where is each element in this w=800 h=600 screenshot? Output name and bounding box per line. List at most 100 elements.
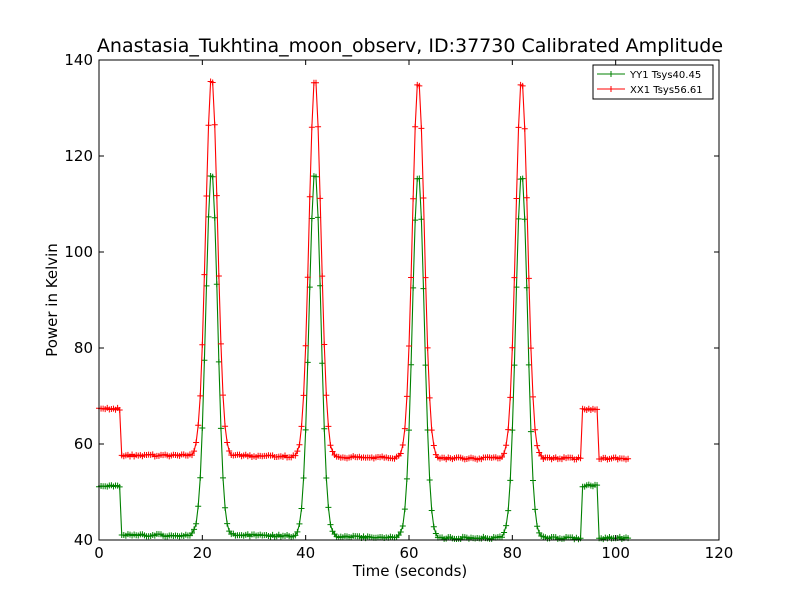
data-point (226, 448, 233, 455)
data-point (224, 439, 231, 446)
data-point (403, 393, 410, 400)
data-point (315, 214, 322, 221)
data-point (505, 507, 512, 514)
data-point (501, 450, 508, 457)
legend-marker (608, 86, 614, 92)
data-point (395, 532, 402, 539)
data-point (397, 450, 404, 457)
y-tick-label: 60 (74, 435, 93, 453)
data-point (532, 506, 539, 513)
data-point (408, 274, 415, 281)
data-point (197, 474, 204, 481)
data-point (211, 214, 218, 221)
data-point (507, 394, 514, 401)
data-point (403, 475, 410, 482)
x-tick-label: 40 (296, 544, 315, 562)
data-point (222, 504, 229, 511)
data-point (422, 274, 429, 281)
data-point (292, 532, 299, 539)
data-point (416, 175, 423, 182)
data-point (327, 521, 334, 528)
data-point (503, 442, 510, 449)
data-point (217, 340, 224, 347)
data-point (513, 195, 520, 202)
data-point (220, 474, 226, 481)
data-point (302, 426, 309, 433)
data-point (406, 342, 412, 349)
data-point (220, 392, 226, 399)
data-point (412, 123, 419, 130)
x-tick-label: 60 (399, 544, 418, 562)
ticks-layer: 0 20 40 60 80 100 120 40 60 80 100 120 140 (64, 51, 733, 562)
data-point (294, 528, 301, 535)
data-point (426, 477, 433, 484)
data-point (325, 504, 332, 511)
data-point (424, 344, 431, 351)
data-point (193, 520, 200, 527)
legend-label: XX1 Tsys56.61 (630, 85, 703, 96)
data-point (296, 520, 303, 527)
data-point (420, 194, 427, 201)
data-point (193, 439, 200, 446)
data-point (300, 392, 307, 399)
data-point (410, 195, 417, 202)
x-tick-label: 20 (193, 544, 212, 562)
data-point (319, 360, 326, 367)
data-point (536, 449, 543, 456)
data-point (201, 357, 208, 364)
data-point (538, 452, 545, 459)
data-point (321, 341, 328, 348)
x-tick-label: 120 (705, 544, 734, 562)
data-point (306, 193, 313, 200)
data-point (205, 122, 212, 129)
data-point (397, 529, 404, 536)
data-point (594, 406, 601, 413)
data-point (525, 275, 532, 282)
data-point (211, 121, 218, 128)
data-point (418, 216, 425, 223)
data-point (499, 454, 505, 461)
data-point (191, 448, 198, 455)
data-point (313, 173, 319, 180)
data-point (412, 217, 419, 224)
data-point (199, 341, 206, 348)
data-point (213, 192, 220, 199)
data-point (432, 530, 439, 537)
data-point (292, 452, 299, 459)
data-point (308, 215, 315, 222)
data-point (416, 82, 423, 89)
x-tick-label: 100 (601, 544, 630, 562)
data-point (523, 194, 530, 201)
legend: YY1 Tsys40.45 XX1 Tsys56.61 (592, 64, 714, 100)
data-point (189, 530, 195, 537)
data-point (209, 79, 216, 86)
data-point (317, 195, 324, 202)
data-point (399, 522, 406, 529)
data-point (625, 455, 632, 462)
data-point (406, 427, 412, 434)
axes-background (99, 60, 719, 540)
y-tick-label: 140 (64, 51, 93, 69)
data-point (298, 505, 305, 512)
data-point (521, 216, 528, 223)
y-tick-label: 40 (74, 531, 93, 549)
data-point (203, 192, 210, 199)
data-point (507, 477, 514, 484)
data-point (199, 424, 206, 431)
data-point (399, 442, 406, 449)
data-point (428, 427, 435, 434)
data-point (308, 124, 315, 131)
data-point (418, 125, 425, 132)
data-point (428, 507, 435, 514)
data-point (401, 425, 408, 432)
y-tick-label: 80 (74, 339, 93, 357)
data-point (519, 82, 526, 89)
data-point (527, 345, 534, 352)
data-point (215, 358, 222, 365)
data-point (313, 79, 319, 86)
data-point (577, 455, 584, 462)
data-point (217, 425, 224, 432)
data-point (499, 534, 505, 541)
data-point (530, 393, 536, 400)
